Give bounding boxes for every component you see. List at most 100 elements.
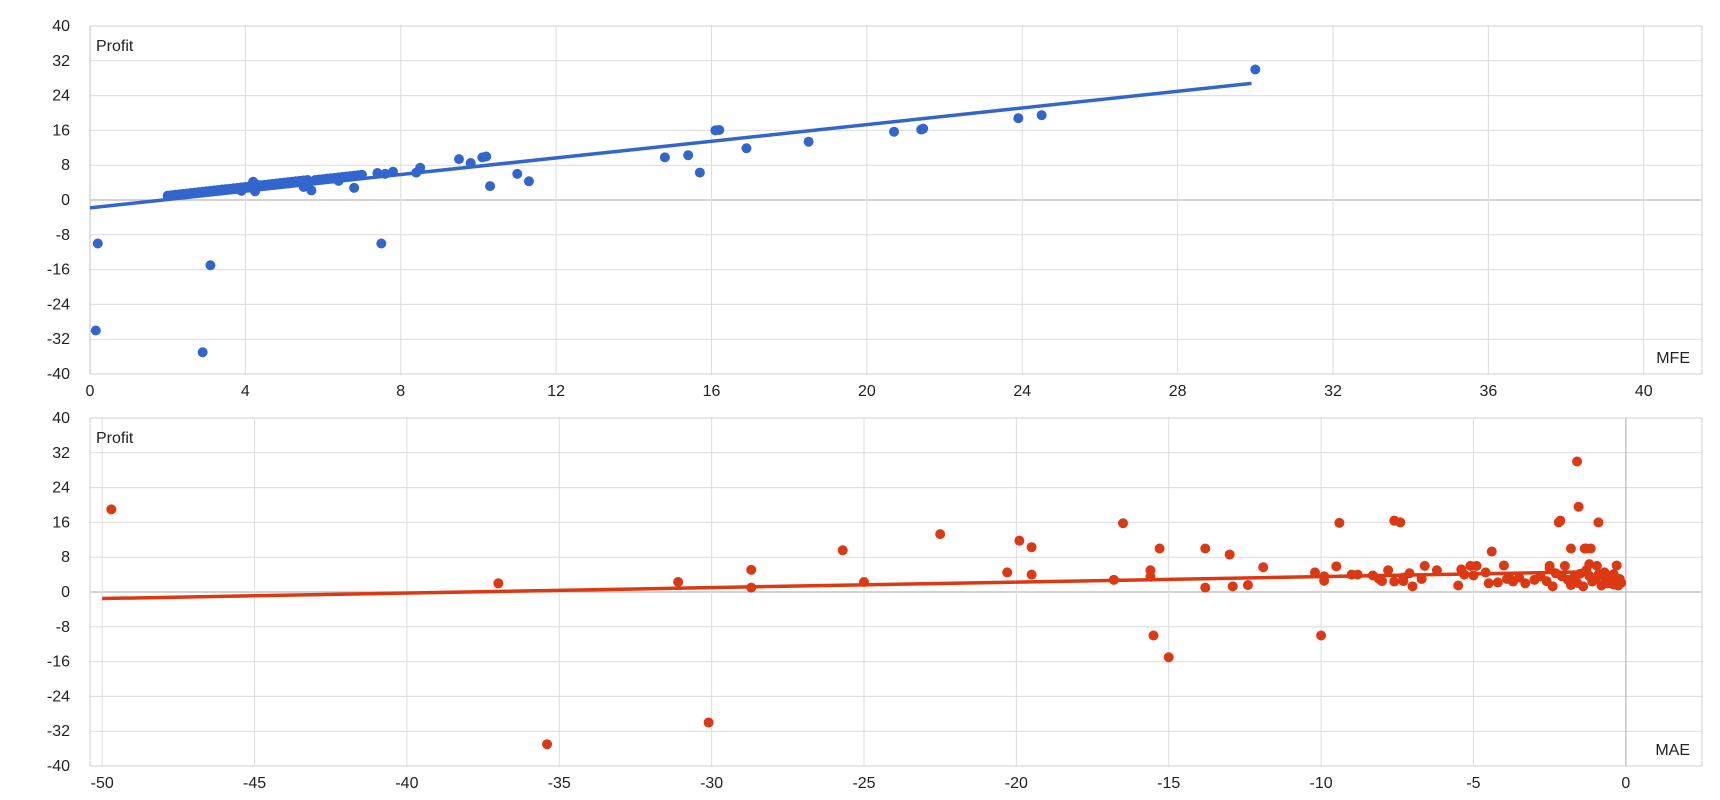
- x-tick-label: -20: [1005, 775, 1028, 792]
- y-tick-label: -24: [47, 296, 70, 313]
- x-tick-label: 16: [703, 383, 721, 400]
- x-tick-label: 28: [1169, 383, 1187, 400]
- data-point: [1309, 567, 1320, 578]
- data-point: [1163, 652, 1174, 663]
- data-point: [1395, 517, 1406, 528]
- data-point: [1555, 515, 1566, 526]
- data-point: [1492, 577, 1503, 588]
- data-point: [1026, 569, 1037, 580]
- data-point: [659, 152, 670, 163]
- data-point: [1242, 580, 1253, 591]
- data-point: [1416, 573, 1427, 584]
- data-point: [1459, 569, 1470, 580]
- data-point: [1108, 574, 1119, 585]
- data-point: [454, 154, 465, 165]
- data-point: [1613, 580, 1624, 591]
- data-point: [837, 545, 848, 556]
- data-point: [1404, 568, 1415, 579]
- x-tick-label: 8: [396, 383, 405, 400]
- data-point: [741, 143, 752, 154]
- data-point: [935, 529, 946, 540]
- data-point: [376, 238, 387, 249]
- data-point: [493, 578, 504, 589]
- x-tick-label: 36: [1479, 383, 1497, 400]
- x-tick-label: -30: [700, 775, 723, 792]
- y-tick-label: 0: [61, 192, 70, 209]
- data-point: [1498, 560, 1509, 571]
- data-point: [1471, 560, 1482, 571]
- data-point: [1584, 570, 1595, 581]
- data-point: [1480, 567, 1491, 578]
- data-point: [1573, 501, 1584, 512]
- data-point: [306, 185, 317, 196]
- x-tick-label: -35: [548, 775, 571, 792]
- x-tick-label: -40: [395, 775, 418, 792]
- y-tick-label: -8: [56, 619, 70, 636]
- data-point: [1591, 560, 1602, 571]
- data-point: [1331, 561, 1342, 572]
- y-tick-label: 16: [52, 122, 70, 139]
- x-tick-label: -10: [1310, 775, 1333, 792]
- data-point: [1319, 575, 1330, 586]
- x-tick-label: -50: [91, 775, 114, 792]
- data-point: [1148, 630, 1159, 641]
- x-tick-label: 0: [86, 383, 95, 400]
- x-tick-label: -5: [1466, 775, 1480, 792]
- data-point: [236, 185, 247, 196]
- data-point: [746, 582, 757, 593]
- data-point: [387, 166, 398, 177]
- data-point: [356, 169, 367, 180]
- data-point: [1224, 549, 1235, 560]
- data-point: [380, 168, 391, 179]
- data-point: [542, 739, 553, 750]
- data-point: [1383, 565, 1394, 576]
- y-tick-label: 8: [61, 549, 70, 566]
- y-tick-label: 8: [61, 157, 70, 174]
- x-tick-label: 12: [547, 383, 565, 400]
- data-point: [465, 158, 476, 169]
- data-point: [1352, 569, 1363, 580]
- data-point: [694, 167, 705, 178]
- data-point: [1334, 517, 1345, 528]
- y-axis-title: Profit: [96, 38, 134, 55]
- y-tick-label: 40: [52, 18, 70, 35]
- data-point: [746, 564, 757, 575]
- data-point: [523, 176, 534, 187]
- x-tick-label: 20: [858, 383, 876, 400]
- data-point: [1593, 517, 1604, 528]
- data-point: [683, 150, 694, 161]
- data-point: [1547, 581, 1558, 592]
- data-point: [714, 124, 725, 135]
- data-point: [1316, 630, 1327, 641]
- y-tick-label: 24: [52, 88, 70, 105]
- y-tick-label: 40: [52, 410, 70, 427]
- plot-frame: [89, 417, 1703, 767]
- data-point: [1572, 456, 1583, 467]
- y-tick-label: -24: [47, 688, 70, 705]
- y-axis-title: Profit: [96, 430, 134, 447]
- y-tick-label: -16: [47, 262, 70, 279]
- y-tick-label: 16: [52, 514, 70, 531]
- data-point: [349, 182, 360, 193]
- data-point: [1544, 560, 1555, 571]
- data-point: [415, 162, 426, 173]
- y-tick-label: 32: [52, 53, 70, 70]
- data-point: [481, 151, 492, 162]
- data-point: [205, 260, 216, 271]
- x-tick-label: -15: [1157, 775, 1180, 792]
- data-point: [673, 576, 684, 587]
- data-point: [197, 347, 208, 358]
- y-tick-label: 32: [52, 445, 70, 462]
- y-tick-label: -40: [47, 366, 70, 383]
- data-point: [485, 181, 496, 192]
- mfe-profit-chart: -40 -32 -24 -16 -8 0 8 16 24 32 40 0 4 8 12 16 20 24 28 32 3…: [47, 18, 1703, 400]
- trendline: [102, 570, 1581, 601]
- data-point: [1611, 560, 1622, 571]
- y-tick-label: -40: [47, 758, 70, 775]
- y-tick-label: -16: [47, 654, 70, 671]
- x-tick-label: -45: [243, 775, 266, 792]
- x-tick-label: 0: [1621, 775, 1630, 792]
- data-point: [92, 238, 103, 249]
